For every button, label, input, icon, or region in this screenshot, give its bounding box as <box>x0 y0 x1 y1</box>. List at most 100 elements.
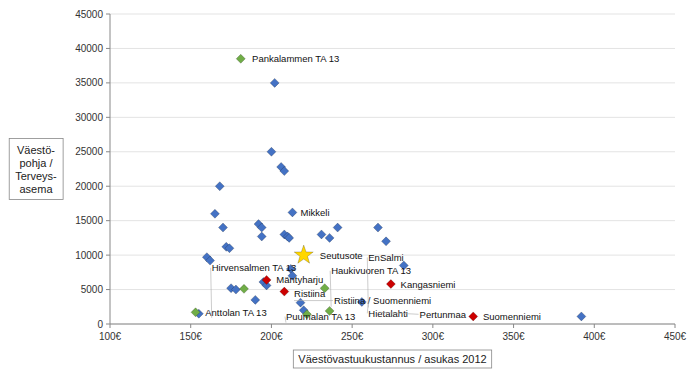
diamond-point <box>239 284 248 293</box>
y-tick-label: 25000 <box>75 146 103 157</box>
diamond-point <box>577 312 586 321</box>
y-tick <box>106 48 110 49</box>
diamond-point <box>325 233 334 242</box>
annotation: Hirvensalmen TA 13 <box>212 262 297 273</box>
y-tick <box>106 255 110 256</box>
y-tick-label: 45000 <box>75 9 103 20</box>
annotation: Mikkeli <box>300 207 329 218</box>
diamond-point <box>236 54 245 63</box>
annotation: Kangasniemi <box>401 279 456 290</box>
x-tick-label: 250€ <box>341 331 364 342</box>
grid-line <box>110 186 675 187</box>
y-label-box <box>9 139 63 200</box>
annotation: Anttolan TA 13 <box>205 307 266 318</box>
annotations: Mikkeli Seutusote Pankalammen TA 13 Mäntyha… <box>205 53 541 322</box>
annotation: Puumalan TA 13 <box>286 311 355 322</box>
y-axis-line <box>110 14 111 324</box>
y-label-line: Terveys- <box>15 170 57 182</box>
series <box>194 78 586 321</box>
diamond-point <box>285 233 294 242</box>
annotation-leader <box>211 268 212 318</box>
star-point <box>294 245 313 263</box>
annotation-leader <box>330 271 331 307</box>
y-tick-label: 5000 <box>81 284 104 295</box>
grid <box>110 14 675 324</box>
y-label-line: asema <box>19 183 53 195</box>
x-tick <box>594 324 595 328</box>
x-label: Väestövastuukustannus / asukas 2012 <box>298 353 486 365</box>
series <box>191 54 334 319</box>
diamond-point <box>215 182 224 191</box>
y-tick-label: 30000 <box>75 112 103 123</box>
y-tick <box>106 151 110 152</box>
diamond-point <box>373 223 382 232</box>
x-tick-label: 100€ <box>99 331 122 342</box>
diamond-point <box>257 223 266 232</box>
diamond-point <box>191 308 200 317</box>
annotation-leader <box>380 312 419 314</box>
grid-line <box>110 48 675 49</box>
diamond-point <box>219 223 228 232</box>
annotation: EnSalmi <box>368 252 403 263</box>
x-tick-label: 450€ <box>664 331 687 342</box>
annotation-leader <box>294 300 333 301</box>
x-tick-label: 350€ <box>502 331 525 342</box>
chart: 0500010000150002000025000300003500040000… <box>0 0 695 376</box>
x-tick-label: 150€ <box>180 331 203 342</box>
marks <box>191 54 586 321</box>
grid-line <box>110 289 675 290</box>
diamond-point <box>317 230 326 239</box>
y-tick-label: 0 <box>97 319 103 330</box>
x-label-group: Väestövastuukustannus / asukas 2012 <box>293 350 491 368</box>
x-tick <box>271 324 272 328</box>
diamond-point <box>333 223 342 232</box>
x-tick-label: 200€ <box>260 331 283 342</box>
diamond-point <box>280 167 289 176</box>
axes: 0500010000150002000025000300003500040000… <box>75 9 686 343</box>
annotation: Suomenniemi <box>483 311 541 322</box>
y-tick-label: 35000 <box>75 77 103 88</box>
y-tick-label: 15000 <box>75 215 103 226</box>
grid-line <box>110 324 675 325</box>
x-tick <box>352 324 353 328</box>
diamond-point <box>267 147 276 156</box>
grid-line <box>110 151 675 152</box>
y-tick <box>106 289 110 290</box>
y-tick <box>106 186 110 187</box>
annotation: Pertunmaa <box>420 309 467 320</box>
diamond-point <box>469 312 478 321</box>
grid-line <box>110 220 675 221</box>
x-tick <box>513 324 514 328</box>
annotation: Seutusote <box>320 250 363 261</box>
diamond-point <box>225 244 234 253</box>
diamond-point <box>382 237 391 246</box>
x-tick <box>190 324 191 328</box>
x-tick-label: 400€ <box>583 331 606 342</box>
series <box>294 245 313 263</box>
grid-line <box>110 82 675 83</box>
y-tick <box>106 324 110 325</box>
annotation: Mäntyharju <box>276 274 323 285</box>
y-tick <box>106 14 110 15</box>
diamond-point <box>210 209 219 218</box>
diamond-point <box>251 295 260 304</box>
annotation: Pankalammen TA 13 <box>252 53 339 64</box>
diamond-point <box>231 285 240 294</box>
diamond-point <box>280 287 289 296</box>
x-tick <box>110 324 111 328</box>
y-tick <box>106 82 110 83</box>
annotation-leader <box>367 257 368 307</box>
y-label-line: Väestö- <box>17 144 55 156</box>
diamond-point <box>288 208 297 217</box>
y-label: Väestö-pohja /Terveys-asema <box>15 144 57 195</box>
x-tick <box>675 324 676 328</box>
grid-line <box>110 117 675 118</box>
y-tick <box>106 117 110 118</box>
x-tick-label: 300€ <box>422 331 445 342</box>
diamond-point <box>386 280 395 289</box>
y-tick-label: 10000 <box>75 250 103 261</box>
x-label-box <box>293 350 491 368</box>
y-label-line: pohja / <box>19 157 53 169</box>
diamond-point <box>257 232 266 241</box>
diamond-point <box>270 78 279 87</box>
